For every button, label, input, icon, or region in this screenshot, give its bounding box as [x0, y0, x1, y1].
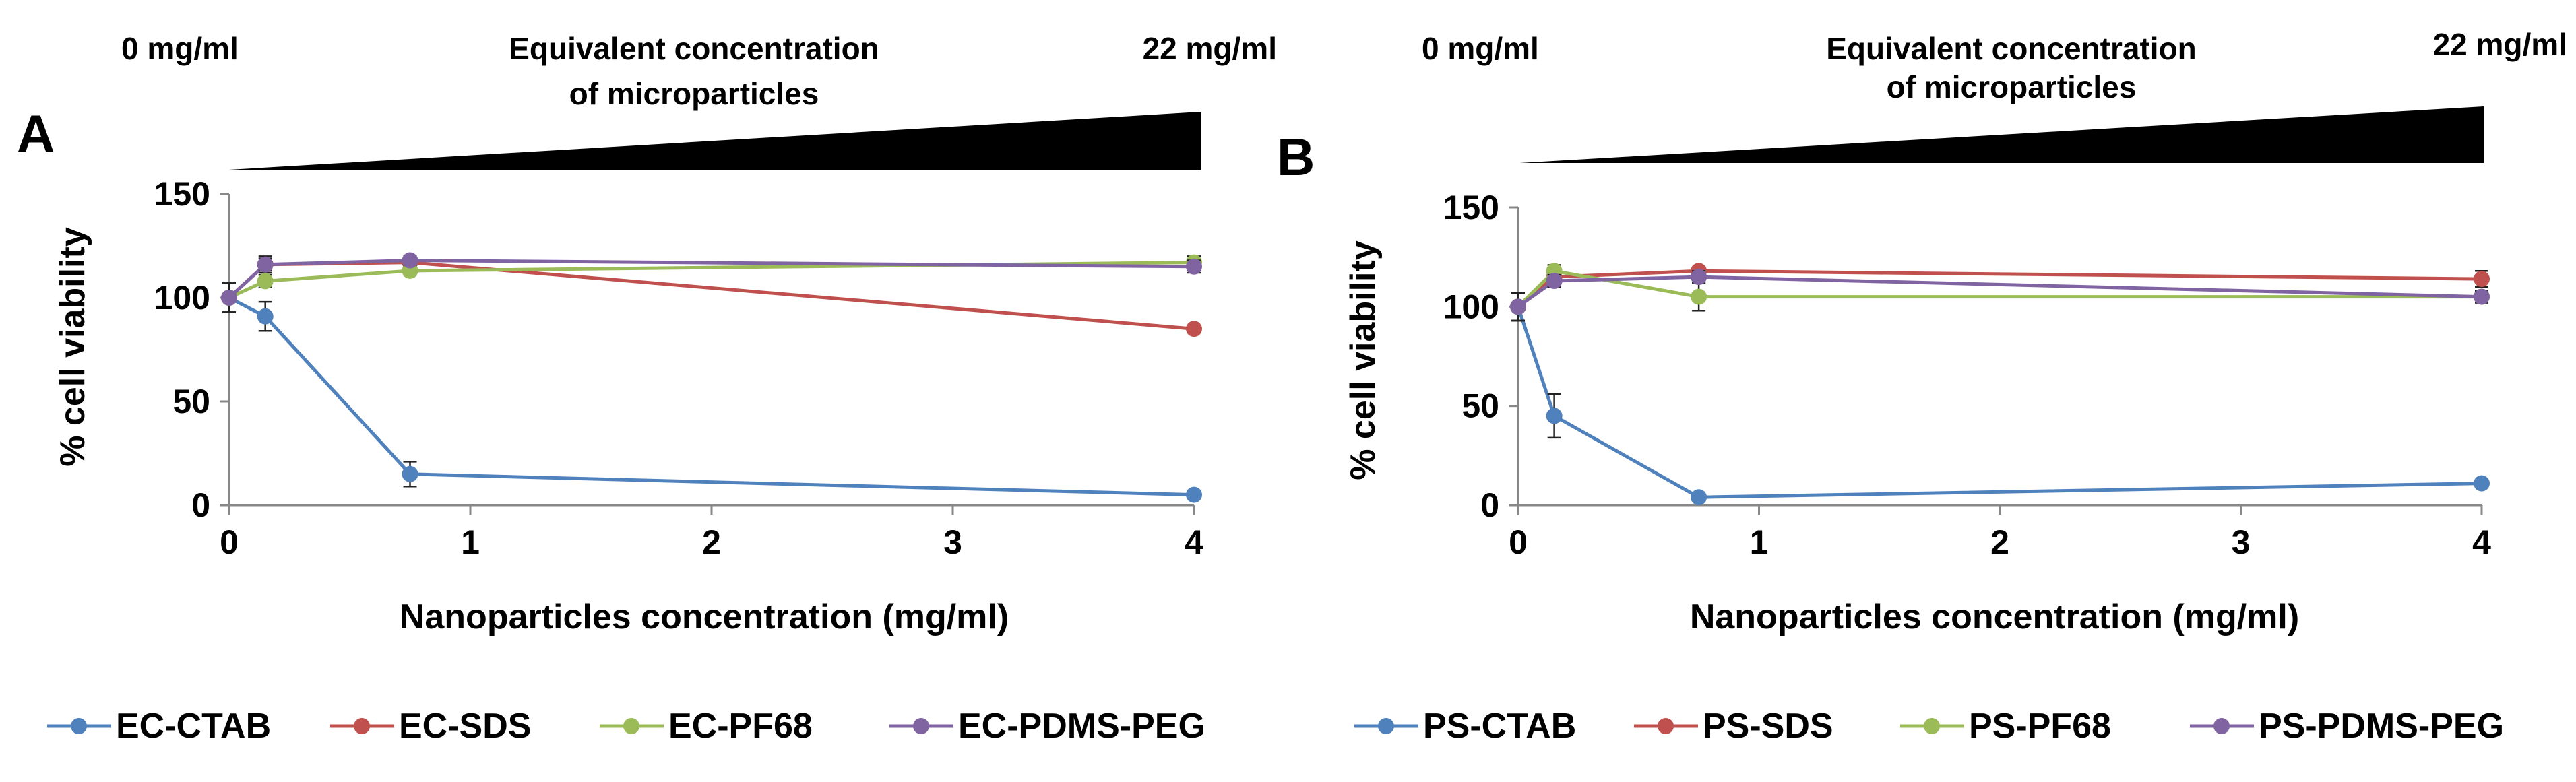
panel-b-x-tick-label: 3	[2232, 523, 2251, 561]
panel-a-x-tick-label: 2	[702, 523, 721, 561]
panel-b-series-ps-ctab-point	[2474, 475, 2490, 492]
panel-b-legend-item-ps-pdms-peg: PS-PDMS-PEG	[2190, 707, 2504, 746]
panel-a-legend-item-ec-pf68: EC-PF68	[600, 707, 813, 746]
panel-b-y-tick-label: 150	[1443, 189, 1499, 226]
panel-a-wedge-left-label: 0 mg/ml	[121, 31, 239, 66]
panel-a-wedge-right-label: 22 mg/ml	[1143, 31, 1277, 66]
legend-marker-swatch	[913, 718, 929, 734]
panel-a-series-ec-pdms-peg-point	[402, 252, 418, 269]
panel-a-x-axis-title: Nanoparticles concentration (mg/ml)	[400, 597, 1009, 637]
panel-a-series-ec-ctab-point	[1186, 486, 1202, 503]
panel-a-legend-item-ec-ctab: EC-CTAB	[47, 707, 271, 746]
panel-b-series-ps-sds-point	[2474, 271, 2490, 288]
panel-a-series-ec-ctab-point	[402, 465, 418, 482]
panel-b: B 0 mg/ml Equivalent concentration of mi…	[1277, 27, 2567, 637]
panel-b-y-tick-label: 50	[1462, 387, 1499, 425]
panel-b-series-ps-pdms-peg-point	[2474, 288, 2490, 305]
panel-b-x-tick-label: 4	[2472, 523, 2491, 561]
legend-marker-swatch	[354, 718, 370, 734]
panel-b-wedge-center-label-line2: of microparticles	[1887, 69, 2137, 104]
panel-a-x-tick-label: 3	[943, 523, 962, 561]
panel-a-legend-item-ec-sds: EC-SDS	[330, 707, 531, 746]
panel-b-series-ps-pdms-peg-point	[1691, 269, 1707, 286]
panel-b-wedge-left-label: 0 mg/ml	[1422, 31, 1539, 66]
legend-label: EC-PDMS-PEG	[958, 707, 1205, 746]
legend-marker-swatch	[1378, 718, 1394, 734]
panel-a-x-tick-label: 1	[461, 523, 480, 561]
legend-label: EC-SDS	[399, 707, 531, 746]
panel-a-series-ec-pf68-line	[228, 261, 1195, 300]
panel-a: A 0 mg/ml Equivalent concentration of mi…	[17, 31, 1277, 637]
panel-b-legend-item-ps-ctab: PS-CTAB	[1354, 707, 1576, 746]
panel-b-wedge-center-label-line1: Equivalent concentration	[1826, 31, 2197, 66]
panel-b-legend-item-ps-pf68: PS-PF68	[1900, 707, 2111, 746]
panel-a-x-tick-label: 0	[220, 523, 239, 561]
panel-b-series-ps-ctab	[1510, 292, 2490, 506]
panel-a-series-ec-pdms-peg-line	[228, 259, 1195, 299]
panel-b-series-ps-ctab-line	[1516, 306, 2482, 499]
panel-b-concentration-wedge	[1519, 106, 2484, 163]
panel-a-y-tick-label: 50	[172, 383, 210, 420]
panel-b-series-ps-ctab-point	[1691, 489, 1707, 506]
panel-a-label: A	[17, 104, 55, 163]
panel-b-label: B	[1277, 127, 1315, 187]
panel-a-concentration-wedge	[229, 112, 1201, 170]
legend-marker-swatch	[71, 718, 87, 734]
panel-a-x-tick-label: 4	[1185, 523, 1203, 561]
panel-b-plot-area: 0 50 100 150 0 1 2 3 4	[1443, 189, 2492, 561]
legend-label: PS-SDS	[1703, 707, 1833, 746]
panel-a-series-ec-pf68-point	[257, 273, 274, 290]
legend-marker-swatch	[1658, 718, 1674, 734]
legend-b: PS-CTAB PS-SDS PS-PF68 PS-PDMS-PEG	[1354, 707, 2504, 746]
panel-b-x-tick-label: 1	[1750, 523, 1769, 561]
panel-a-wedge-center-label-line1: Equivalent concentration	[509, 31, 879, 66]
panel-a-plot-area: 0 50 100 150 0 1 2 3 4	[154, 175, 1204, 561]
legend-label: PS-PF68	[1969, 707, 2111, 746]
panel-b-series-ps-pf68-point	[1691, 288, 1707, 305]
legend-label: EC-PF68	[668, 707, 813, 746]
legend-marker-swatch	[2213, 718, 2230, 734]
panel-a-y-axis-title: % cell viability	[53, 227, 92, 467]
panel-b-x-axis-title: Nanoparticles concentration (mg/ml)	[1690, 597, 2299, 637]
panel-b-x-tick-label: 2	[1990, 523, 2009, 561]
panel-a-series-ec-ctab-line	[228, 296, 1195, 497]
legend-label: PS-PDMS-PEG	[2259, 707, 2504, 746]
panel-a-series-ec-pdms-peg-point	[1186, 258, 1202, 275]
legend-marker-swatch	[623, 718, 639, 734]
panel-a-wedge-center-label-line2: of microparticles	[569, 76, 819, 111]
panel-a-legend-item-ec-pdms-peg: EC-PDMS-PEG	[889, 707, 1205, 746]
panel-b-series-ps-pdms-peg-point	[1510, 298, 1526, 315]
panel-a-y-tick-label: 100	[154, 279, 210, 317]
panel-b-wedge-right-label: 22 mg/ml	[2433, 27, 2567, 62]
panel-a-series-ec-sds-point	[1186, 321, 1202, 337]
panel-b-series-ps-pf68-line	[1517, 269, 2482, 308]
panel-a-series-ec-pdms-peg	[221, 252, 1202, 313]
panel-a-series-ec-ctab-point	[257, 308, 274, 325]
panel-b-y-tick-label: 0	[1480, 486, 1499, 524]
panel-b-series-ps-pdms-peg-line	[1517, 275, 2482, 308]
panel-a-y-tick-label: 150	[154, 175, 210, 213]
panel-a-y-tick-label: 0	[191, 486, 210, 524]
panel-b-series-ps-pdms-peg	[1510, 269, 2490, 322]
panel-b-series-ps-ctab-point	[1546, 408, 1563, 424]
panel-b-y-tick-label: 100	[1443, 288, 1499, 325]
panel-b-legend-item-ps-sds: PS-SDS	[1634, 707, 1833, 746]
panel-b-series-ps-pdms-peg-point	[1546, 273, 1563, 290]
panel-b-y-axis-title: % cell viability	[1344, 240, 1383, 480]
panel-a-series-ec-pdms-peg-point	[221, 290, 237, 306]
panel-b-x-tick-label: 0	[1509, 523, 1528, 561]
legend-label: EC-CTAB	[116, 707, 271, 746]
legend-marker-swatch	[1924, 718, 1940, 734]
legend-a: EC-CTAB EC-SDS EC-PF68 EC-PDMS-PEG	[47, 707, 1205, 746]
legend-label: PS-CTAB	[1423, 707, 1576, 746]
panel-a-series-ec-pdms-peg-point	[257, 256, 274, 273]
